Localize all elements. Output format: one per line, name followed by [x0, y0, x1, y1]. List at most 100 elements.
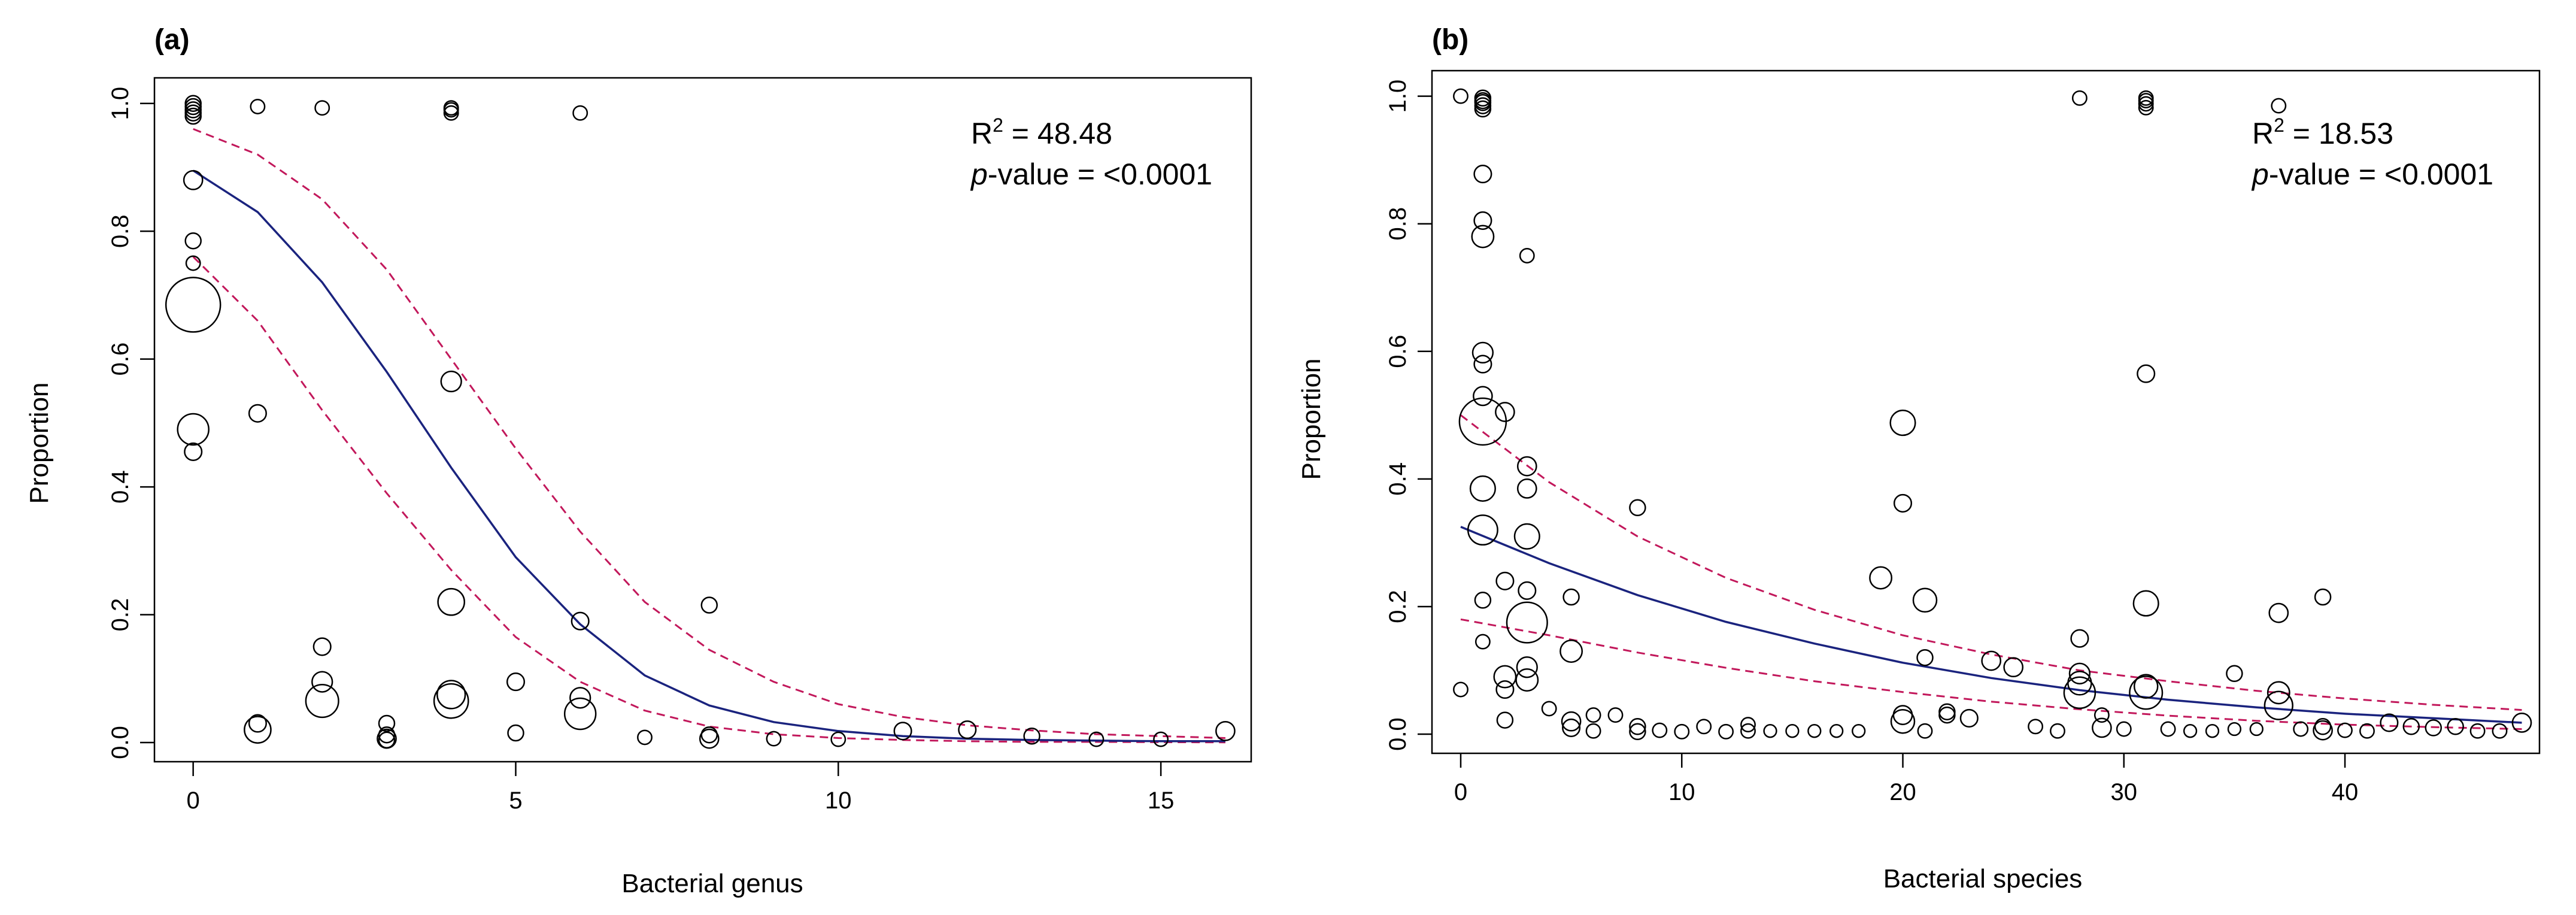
panel-b-data-point	[1763, 724, 1777, 738]
panel-b: (b) 0 10 20 30 40 0.0 0.2 0.4 0.6 0.8 1.0 Bacteri…	[1297, 24, 2541, 893]
panel-a-data-point	[184, 442, 203, 461]
panel-b-data-point	[1585, 707, 1601, 723]
panel-b-data-point	[2313, 720, 2333, 741]
panel-b-data-point	[1469, 475, 1496, 502]
panel-b-data-point	[1562, 718, 1581, 737]
panel-a-data-point	[305, 684, 339, 719]
panel-b-data-point	[1892, 705, 1913, 725]
panel-b-data-point	[2425, 719, 2443, 737]
panel-b-data-point	[2447, 718, 2464, 735]
panel-b-data-point	[1453, 88, 1468, 104]
panel-b-data-point	[1916, 649, 1934, 666]
panel-b-data-point	[1562, 588, 1580, 606]
panel-a-data-point	[569, 687, 591, 709]
panel-b-data-point	[2050, 723, 2065, 739]
panel-a-confidence-bands	[192, 128, 1225, 744]
panel-b-data-point	[1785, 724, 1800, 738]
panel-b-data-point	[2068, 662, 2091, 684]
panel-a-data-point	[1153, 731, 1169, 747]
panel-b-data-point	[1559, 640, 1583, 663]
panel-b-data-point	[1506, 601, 1548, 644]
panel-a-data-point	[185, 255, 201, 271]
panel-b-y-tick-label: 0.6	[1385, 335, 1411, 368]
panel-b-data-point	[1516, 656, 1538, 678]
panel-b-plot-frame	[1431, 69, 2541, 755]
panel-b-y-tick-label: 0.2	[1385, 590, 1411, 623]
panel-b-data-point	[1629, 718, 1646, 735]
panel-b-data-point	[1629, 499, 1646, 517]
panel-b-data-point	[1474, 592, 1492, 609]
panel-b-label: (b)	[1432, 24, 1468, 56]
panel-b-ci-upper-line	[1460, 414, 2522, 711]
panel-a-data-point	[563, 697, 597, 731]
panel-b-data-point	[1473, 355, 1492, 374]
panel-a-data-point	[700, 596, 718, 614]
panel-b-data-point	[1959, 708, 1979, 728]
panel-b-data-point	[1495, 402, 1515, 422]
panel-b-data-point	[1473, 386, 1493, 407]
panel-a-data-point	[177, 413, 210, 446]
panel-b-y-tick-label: 0.4	[1385, 462, 1411, 496]
panel-b-data-point	[1516, 478, 1537, 499]
panel-b-data-point	[1493, 665, 1517, 689]
panel-b-x-axis-label: Bacterial species	[1883, 864, 2083, 893]
panel-b-ci-lower-line	[1460, 618, 2522, 730]
panel-b-data-point	[1513, 523, 1540, 550]
panel-a-y-tick-label: 0.8	[107, 214, 133, 248]
panel-b-data-point	[1889, 410, 1916, 437]
panel-b-data-point	[1518, 581, 1537, 600]
panel-b-data-point	[1471, 225, 1495, 249]
panel-b-data-point	[2268, 602, 2289, 623]
panel-b-y-ticks: 0.0 0.2 0.4 0.6 0.8 1.0	[1385, 80, 1432, 751]
panel-b-data-point	[2183, 724, 2198, 738]
panel-b-data-point	[1467, 514, 1498, 546]
panel-b-x-tick-label: 40	[2332, 779, 2359, 805]
panel-a-data-point	[958, 720, 977, 740]
panel-a-points	[165, 95, 1236, 749]
panel-b-data-point	[2271, 98, 2287, 114]
panel-a-fit-curve	[192, 169, 1225, 743]
panel-b-fit-line	[1460, 526, 2522, 724]
panel-b-data-point	[2359, 723, 2375, 739]
panel-b-y-tick-label: 0.8	[1385, 207, 1411, 241]
panel-a-y-tick-label: 0.4	[107, 470, 133, 504]
panel-b-data-point	[1807, 724, 1822, 738]
panel-b-data-point	[1696, 719, 1712, 735]
panel-b-data-point	[1893, 493, 1913, 513]
panel-b-data-point	[2093, 707, 2110, 723]
panel-b-data-point	[1585, 723, 1601, 739]
panel-a-x-tick-label: 15	[1148, 787, 1175, 814]
panel-b-data-point	[1515, 668, 1539, 692]
panel-b-data-point	[1981, 650, 2002, 671]
panel-b-data-point	[1890, 708, 1916, 734]
panel-a-data-point	[248, 404, 267, 423]
panel-b-y-tick-label: 1.0	[1385, 80, 1411, 113]
panel-b-data-point	[1740, 723, 1756, 739]
panel-a-data-point	[699, 728, 720, 749]
panel-a-fit-line	[192, 169, 1225, 743]
panel-b-data-point	[1561, 711, 1582, 732]
panel-b-data-point	[2511, 713, 2532, 733]
panel-a-data-point	[1215, 720, 1236, 741]
panel-b-x-tick-label: 20	[1889, 779, 1916, 805]
panel-b-data-point	[1453, 681, 1468, 698]
panel-a-ci-upper-line	[193, 128, 1225, 739]
panel-b-data-point	[1495, 571, 1515, 590]
panel-a-r2-annotation: R2 = 48.48	[971, 114, 1112, 150]
panel-a-data-point	[572, 105, 588, 121]
panel-b-data-point	[1938, 706, 1956, 724]
panel-b-data-point	[2133, 674, 2159, 699]
panel-b-data-point	[1829, 724, 1844, 738]
panel-b-data-point	[2337, 722, 2353, 738]
panel-a-data-point	[436, 680, 466, 710]
panel-a-data-point	[314, 100, 330, 116]
panel-b-data-point	[2227, 722, 2242, 737]
panel-b-data-point	[2226, 665, 2243, 683]
panel-b-data-point	[2249, 722, 2264, 737]
panel-a-data-point	[440, 370, 462, 393]
panel-b-data-point	[1519, 248, 1535, 263]
panel-a-data-point	[378, 731, 396, 749]
panel-b-data-point	[2132, 590, 2159, 617]
panel-a-data-point	[766, 731, 782, 747]
